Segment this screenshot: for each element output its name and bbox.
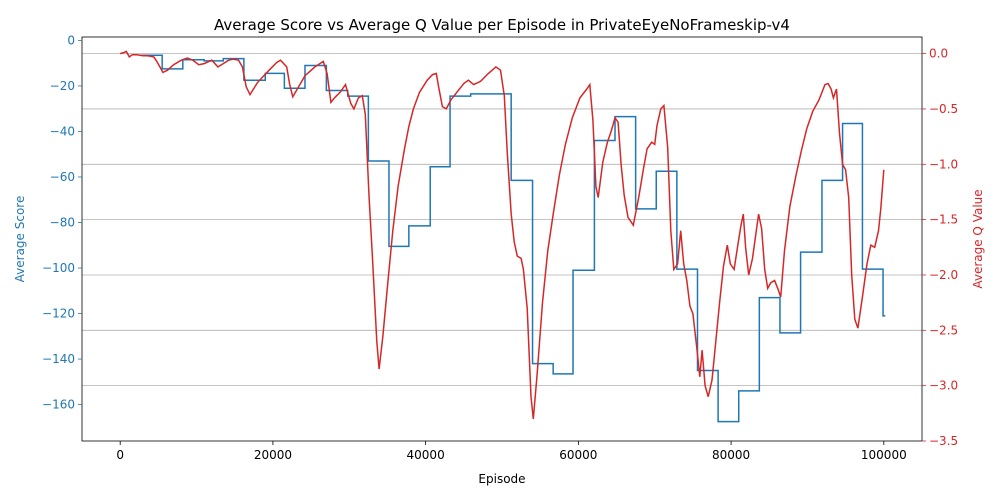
left-y-axis-label: Average Score [13, 196, 27, 283]
grid-lines [82, 53, 922, 387]
x-axis-ticks: 0 20000 40000 60000 80000 100000 [116, 441, 907, 462]
x-tick-label: 20000 [254, 448, 292, 462]
right-y-tick-label: −3.0 [929, 379, 958, 393]
series-layer [119, 50, 886, 423]
x-tick-label: 60000 [559, 448, 597, 462]
left-y-tick-label: −60 [50, 170, 75, 184]
right-y-tick-label: −3.5 [929, 434, 958, 448]
left-y-tick-label: −120 [42, 307, 75, 321]
left-y-tick-label: −20 [50, 79, 75, 93]
right-y-tick-label: −2.5 [929, 323, 958, 337]
right-y-tick-label: 0.0 [929, 47, 948, 61]
x-axis-label: Episode [478, 472, 525, 486]
average-q-value-line [119, 50, 885, 419]
left-y-tick-label: −100 [42, 261, 75, 275]
left-y-tick-label: −80 [50, 215, 75, 229]
left-y-tick-label: −160 [42, 398, 75, 412]
x-tick-label: 40000 [407, 448, 445, 462]
right-y-tick-label: −2.0 [929, 268, 958, 282]
left-y-axis-ticks: 0 −20 −40 −60 −80 −100 −120 −140 −160 [42, 33, 82, 412]
chart-title: Average Score vs Average Q Value per Epi… [214, 16, 790, 34]
left-y-tick-label: −40 [50, 124, 75, 138]
right-y-tick-label: −1.5 [929, 213, 958, 227]
left-y-tick-label: 0 [67, 33, 75, 47]
right-y-axis-label: Average Q Value [971, 189, 985, 288]
right-y-tick-label: −0.5 [929, 102, 958, 116]
x-tick-label: 100000 [861, 448, 907, 462]
x-tick-label: 80000 [712, 448, 750, 462]
plot-frame [81, 36, 923, 442]
x-tick-label: 0 [116, 448, 124, 462]
right-y-axis-ticks: 0.0 −0.5 −1.0 −1.5 −2.0 −2.5 −3.0 −3.5 [922, 47, 958, 448]
right-y-tick-label: −1.0 [929, 157, 958, 171]
average-score-line [140, 54, 886, 423]
left-y-tick-label: −140 [42, 352, 75, 366]
